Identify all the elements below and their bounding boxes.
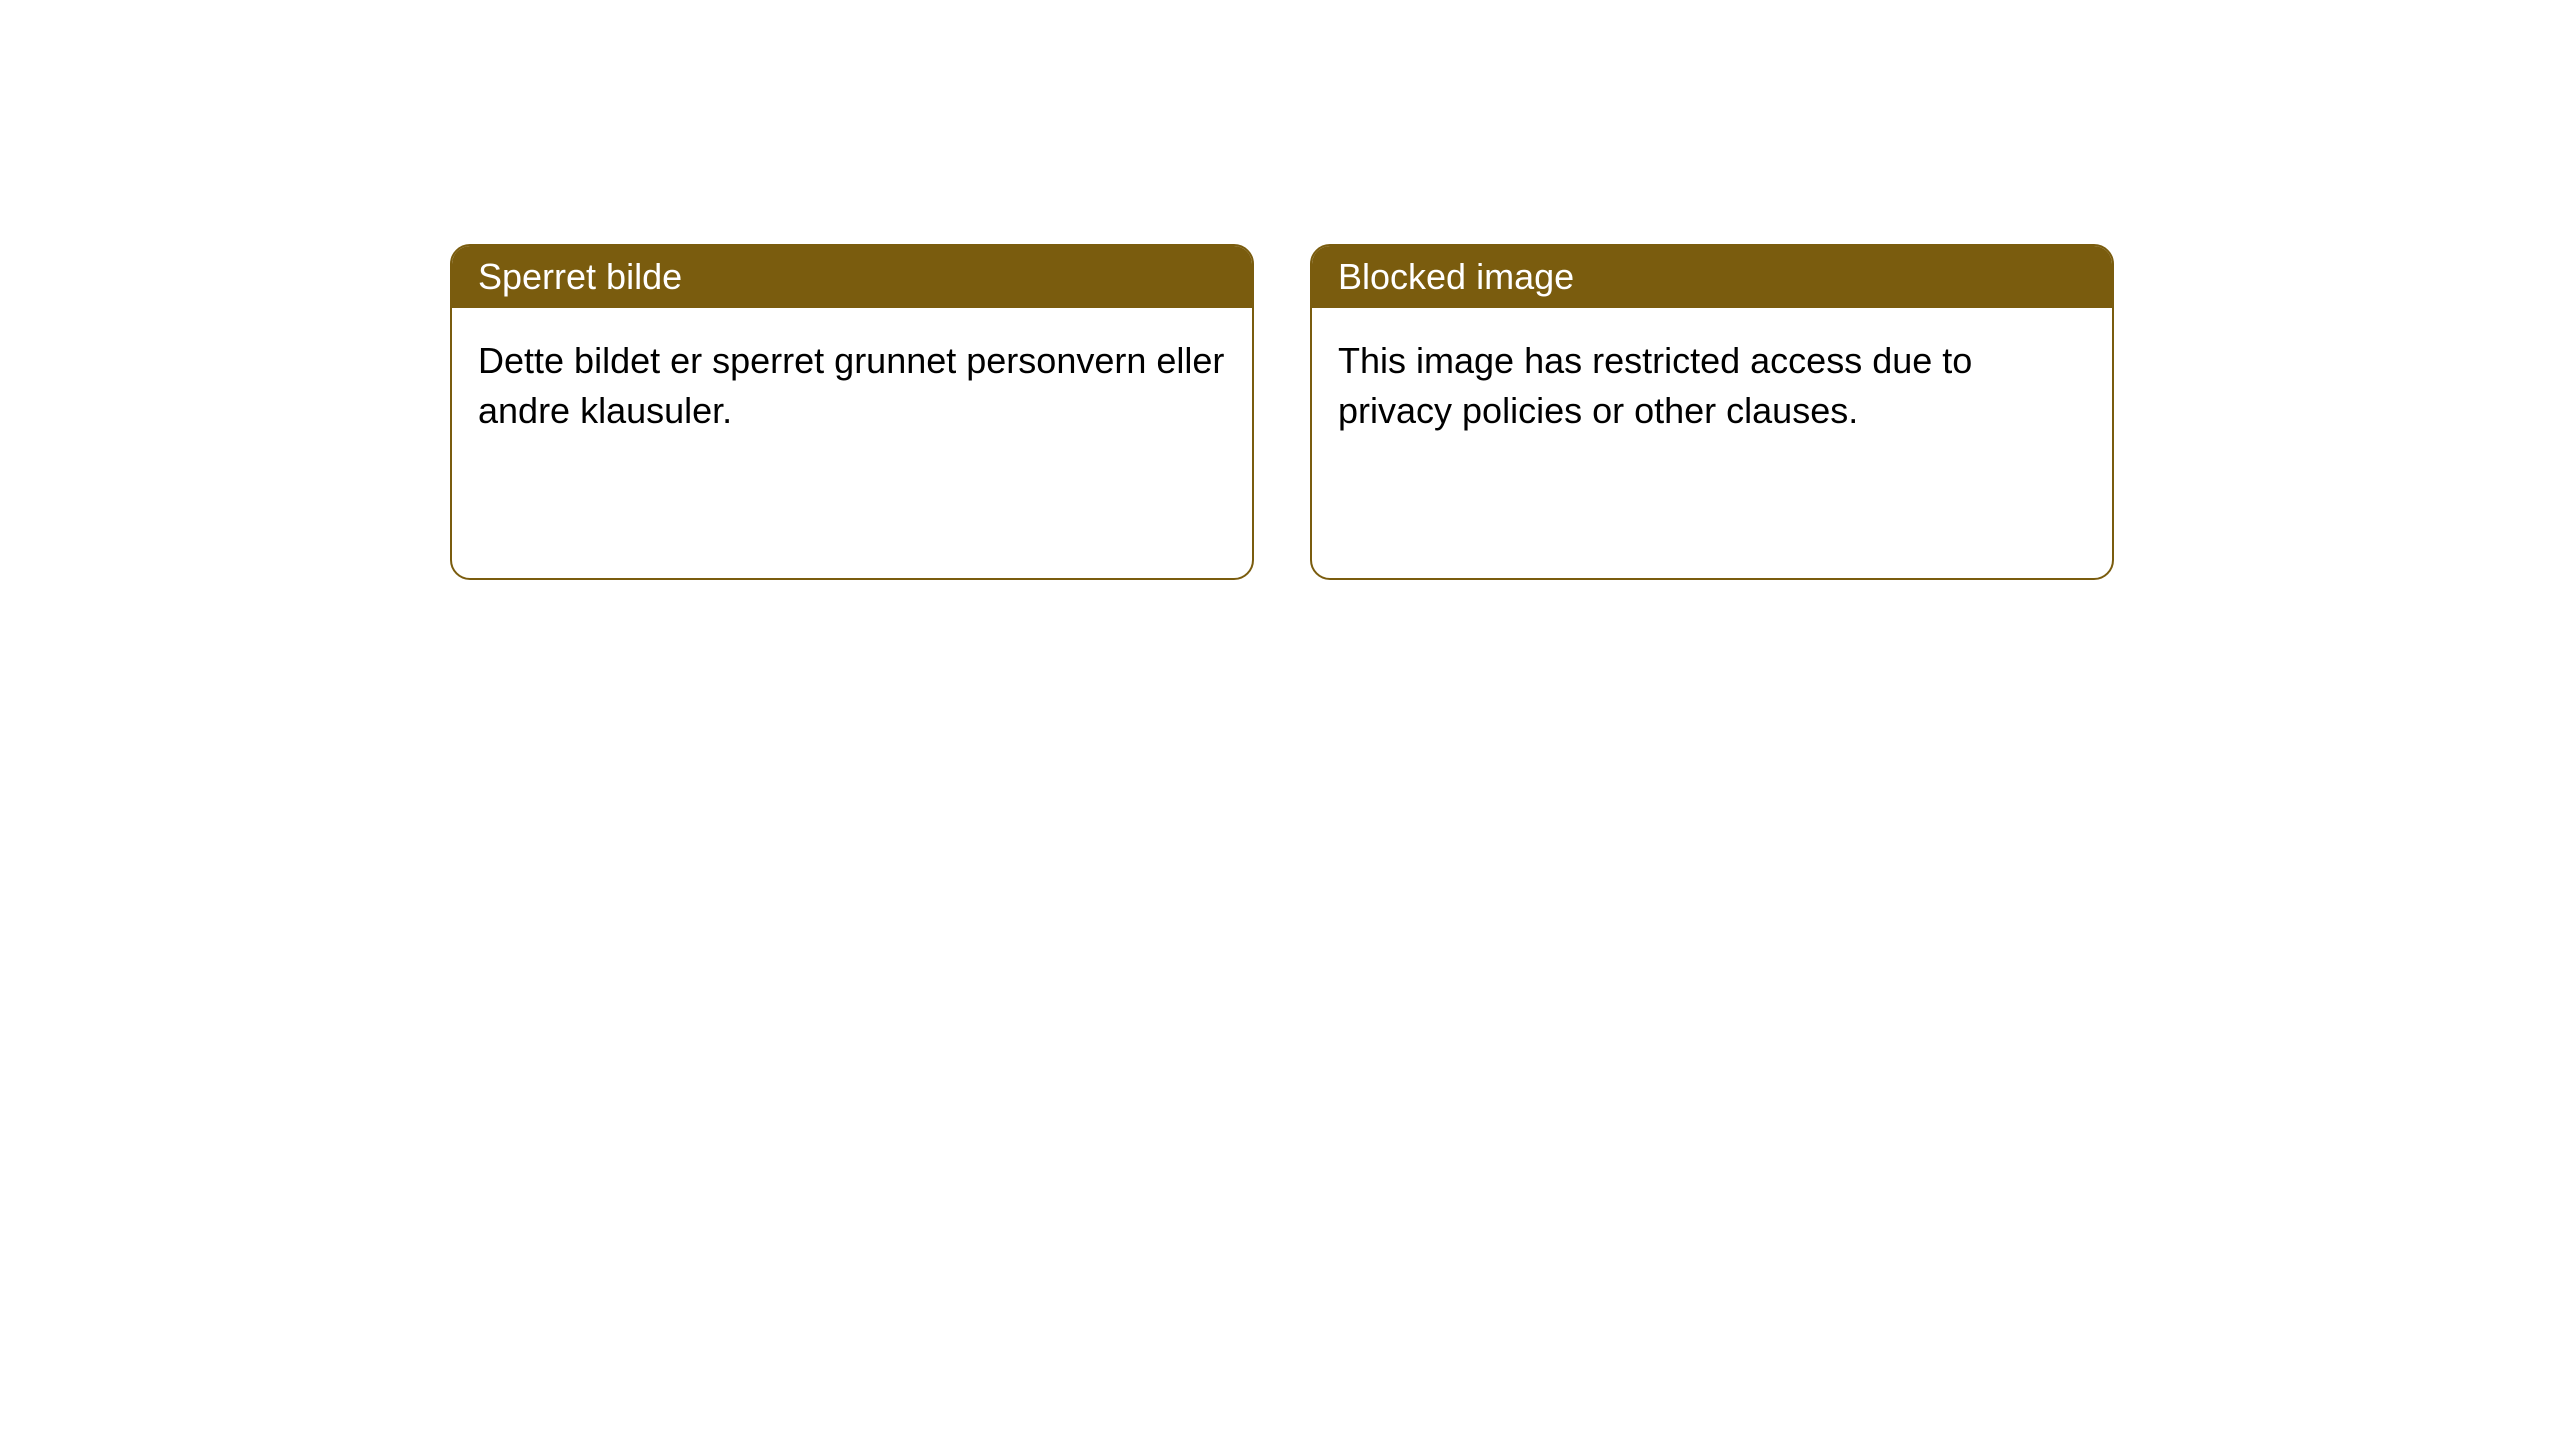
notice-body: Dette bildet er sperret grunnet personve… (452, 308, 1252, 465)
notice-card-english: Blocked image This image has restricted … (1310, 244, 2114, 580)
notice-card-norwegian: Sperret bilde Dette bildet er sperret gr… (450, 244, 1254, 580)
notice-body: This image has restricted access due to … (1312, 308, 2112, 465)
notice-title: Sperret bilde (452, 246, 1252, 308)
notice-container: Sperret bilde Dette bildet er sperret gr… (450, 244, 2114, 580)
notice-title: Blocked image (1312, 246, 2112, 308)
